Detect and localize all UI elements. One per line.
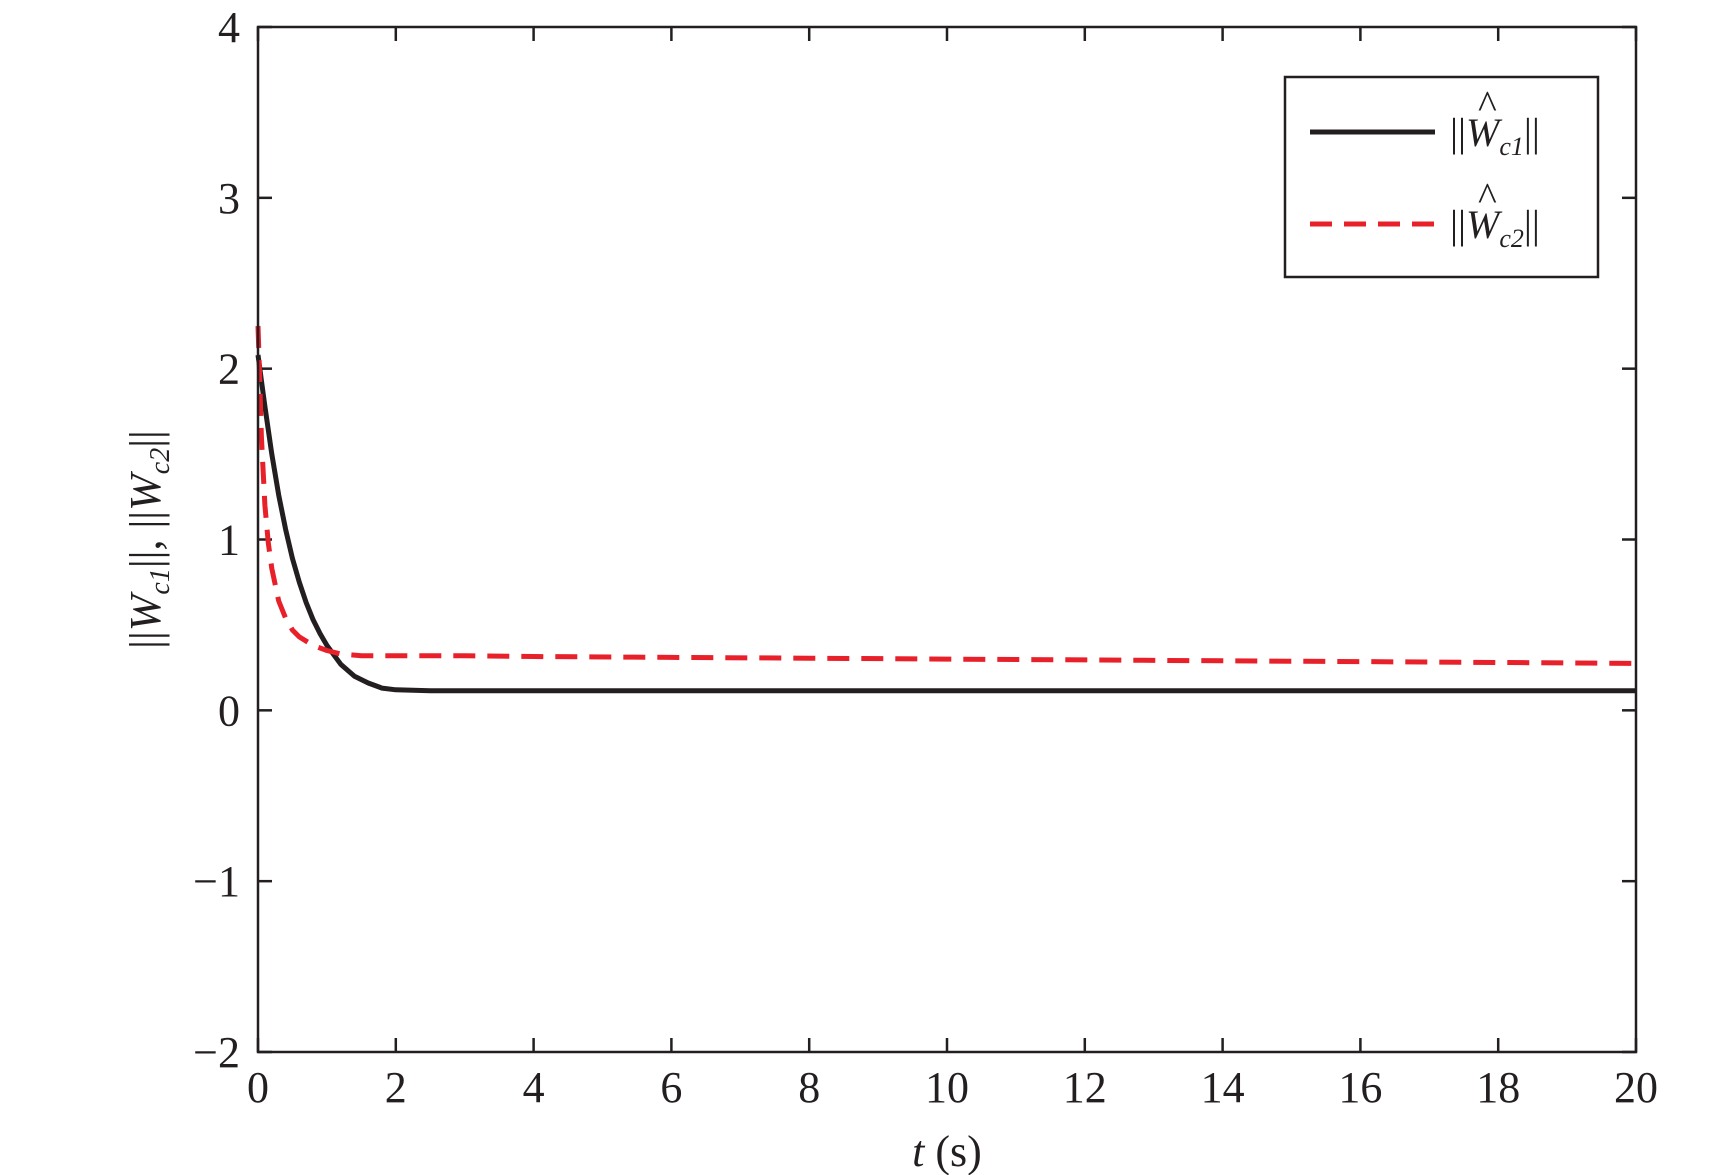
legend-label-series-1: ||Wc1|| xyxy=(1450,110,1540,161)
x-tick-label: 12 xyxy=(1063,1063,1107,1112)
x-tick-label: 6 xyxy=(660,1063,682,1112)
x-axis-label: t (s) xyxy=(912,1127,982,1175)
legend: ||Wc1|| ^ ||Wc2|| ^ xyxy=(1283,75,1600,279)
y-tick-label: 4 xyxy=(218,3,240,52)
x-tick-label: 18 xyxy=(1476,1063,1520,1112)
y-tick-label: −2 xyxy=(193,1028,240,1077)
x-tick-label: 14 xyxy=(1201,1063,1245,1112)
x-tick-label: 0 xyxy=(247,1063,269,1112)
y-tick-label: −1 xyxy=(193,857,240,906)
x-tick-label: 8 xyxy=(798,1063,820,1112)
series-layer xyxy=(255,325,1637,694)
series-line-2 xyxy=(255,325,1637,666)
x-tick-label: 4 xyxy=(523,1063,545,1112)
y-tick-label: 3 xyxy=(218,174,240,223)
y-axis-label: ||Wc1||, ||Wc2|| xyxy=(121,430,176,649)
x-tick-label: 10 xyxy=(925,1063,969,1112)
series-line-1 xyxy=(255,354,1636,694)
y-tick-label: 2 xyxy=(218,345,240,394)
x-tick-label: 20 xyxy=(1614,1063,1658,1112)
y-tick-label: 0 xyxy=(218,686,240,735)
plot-area-frame xyxy=(256,25,1638,1054)
legend-hat-1: ^ xyxy=(1478,82,1497,127)
x-tick-label: 2 xyxy=(385,1063,407,1112)
legend-label-series-2: ||Wc2|| xyxy=(1450,202,1540,253)
x-tick-label: 16 xyxy=(1338,1063,1382,1112)
legend-box xyxy=(1283,75,1600,279)
legend-hat-2: ^ xyxy=(1478,174,1497,219)
y-tick-label: 1 xyxy=(218,516,240,565)
